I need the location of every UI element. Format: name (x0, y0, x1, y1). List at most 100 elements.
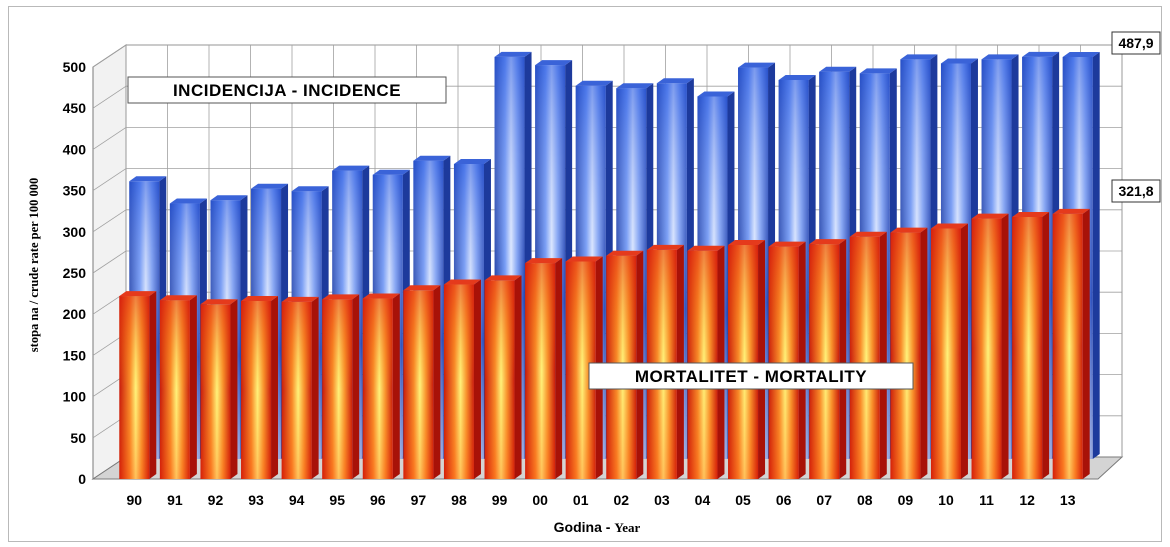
bar-shade (403, 290, 434, 479)
bar-top (403, 285, 441, 291)
mortality-bar (159, 295, 197, 479)
bar-top (1062, 51, 1100, 57)
bar-side (960, 223, 968, 479)
svg-text:MORTALITET - MORTALITY: MORTALITET - MORTALITY (635, 367, 867, 386)
x-tick-label: 12 (1019, 492, 1035, 508)
bar-shade (443, 284, 474, 479)
x-axis-title: Godina - Year (554, 519, 641, 535)
mortality-bar (1012, 211, 1050, 479)
bar-side (392, 293, 400, 479)
bar-top (525, 258, 563, 264)
y-tick-label: 350 (63, 183, 87, 199)
bar-side (230, 299, 238, 479)
bar-side (1082, 208, 1090, 480)
y-tick-label: 100 (63, 389, 87, 405)
bar-side (879, 231, 887, 479)
bar-shade (849, 236, 880, 479)
x-tick-label: 09 (898, 492, 914, 508)
incidence-data-label: 487,9 (1111, 31, 1161, 55)
bar-shade (809, 244, 840, 479)
mortality-bar (443, 279, 481, 479)
y-tick-label: 500 (63, 59, 87, 75)
mortality-bar (890, 227, 928, 479)
y-tick-label: 0 (78, 471, 86, 487)
bar-side (433, 285, 441, 479)
bar-side (189, 295, 197, 479)
y-tick-label: 300 (63, 224, 87, 240)
bar-shade (119, 296, 150, 479)
x-tick-label: 96 (370, 492, 386, 508)
bar-top (332, 165, 370, 171)
mortality-series-label: MORTALITET - MORTALITY (588, 362, 914, 390)
bar-top (738, 62, 776, 68)
mortality-bar (768, 241, 806, 479)
bar-side (717, 245, 725, 479)
bar-side (1092, 51, 1100, 460)
bar-shade (1012, 216, 1043, 479)
svg-text:321,8: 321,8 (1118, 183, 1153, 199)
bar-shade (200, 304, 231, 479)
bar-top (900, 54, 938, 60)
bar-top (981, 54, 1019, 60)
bar-top (494, 51, 532, 57)
bar-side (839, 239, 847, 479)
chart-frame (8, 6, 1162, 542)
bar-shade (281, 301, 312, 479)
bar-shade (362, 298, 393, 479)
bar-shade (728, 244, 759, 479)
bar-top (251, 183, 289, 189)
gridline-side (92, 85, 127, 109)
bar-top (656, 78, 694, 84)
bar-side (1042, 211, 1050, 479)
bar-side (758, 239, 766, 479)
bar-top (606, 250, 644, 256)
y-tick-label: 250 (63, 265, 87, 281)
bar-shade (971, 218, 1002, 479)
mortality-data-label: 321,8 (1111, 179, 1161, 203)
chart-labels: stopa na / crude rate per 100 000 Godina … (27, 31, 1161, 535)
bar-top (940, 58, 978, 64)
bar-top (241, 296, 279, 302)
x-tick-label: 00 (532, 492, 548, 508)
bar-top (372, 169, 410, 175)
bar-top (484, 275, 522, 281)
x-tick-label: 97 (411, 492, 427, 508)
bar-top (1012, 211, 1050, 217)
bar-top (930, 223, 968, 229)
x-tick-label: 94 (289, 492, 305, 508)
bar-shade (890, 232, 921, 479)
x-tick-label: 98 (451, 492, 467, 508)
bar-shade (322, 299, 353, 479)
bar-top (200, 299, 238, 305)
bar-shade (930, 228, 961, 479)
bar-top (362, 293, 400, 299)
bar-top (971, 213, 1009, 219)
bar-top (890, 227, 928, 233)
bar-side (798, 241, 806, 479)
bar-shade (1052, 213, 1083, 480)
x-tick-label: 99 (492, 492, 508, 508)
y-tick-label: 150 (63, 347, 87, 363)
x-tick-label: 06 (776, 492, 792, 508)
x-tick-label: 07 (816, 492, 832, 508)
y-tick-label: 400 (63, 141, 87, 157)
gridline-side (92, 250, 127, 274)
x-tick-label: 92 (208, 492, 224, 508)
bar-shade (241, 301, 272, 479)
x-tick-label: 91 (167, 492, 183, 508)
x-tick-label: 01 (573, 492, 589, 508)
bar-top (443, 279, 481, 285)
mortality-bar (930, 223, 968, 479)
bar-top (697, 91, 735, 97)
bar-top (849, 231, 887, 237)
mortality-bar (646, 244, 684, 479)
bar-top (768, 241, 806, 247)
bar-side (473, 279, 481, 479)
bar-top (565, 256, 603, 262)
mortality-bar (403, 285, 441, 479)
bar-side (271, 296, 279, 479)
gridline-side (92, 168, 127, 191)
bar-top (535, 60, 573, 66)
bar-side (149, 291, 157, 479)
